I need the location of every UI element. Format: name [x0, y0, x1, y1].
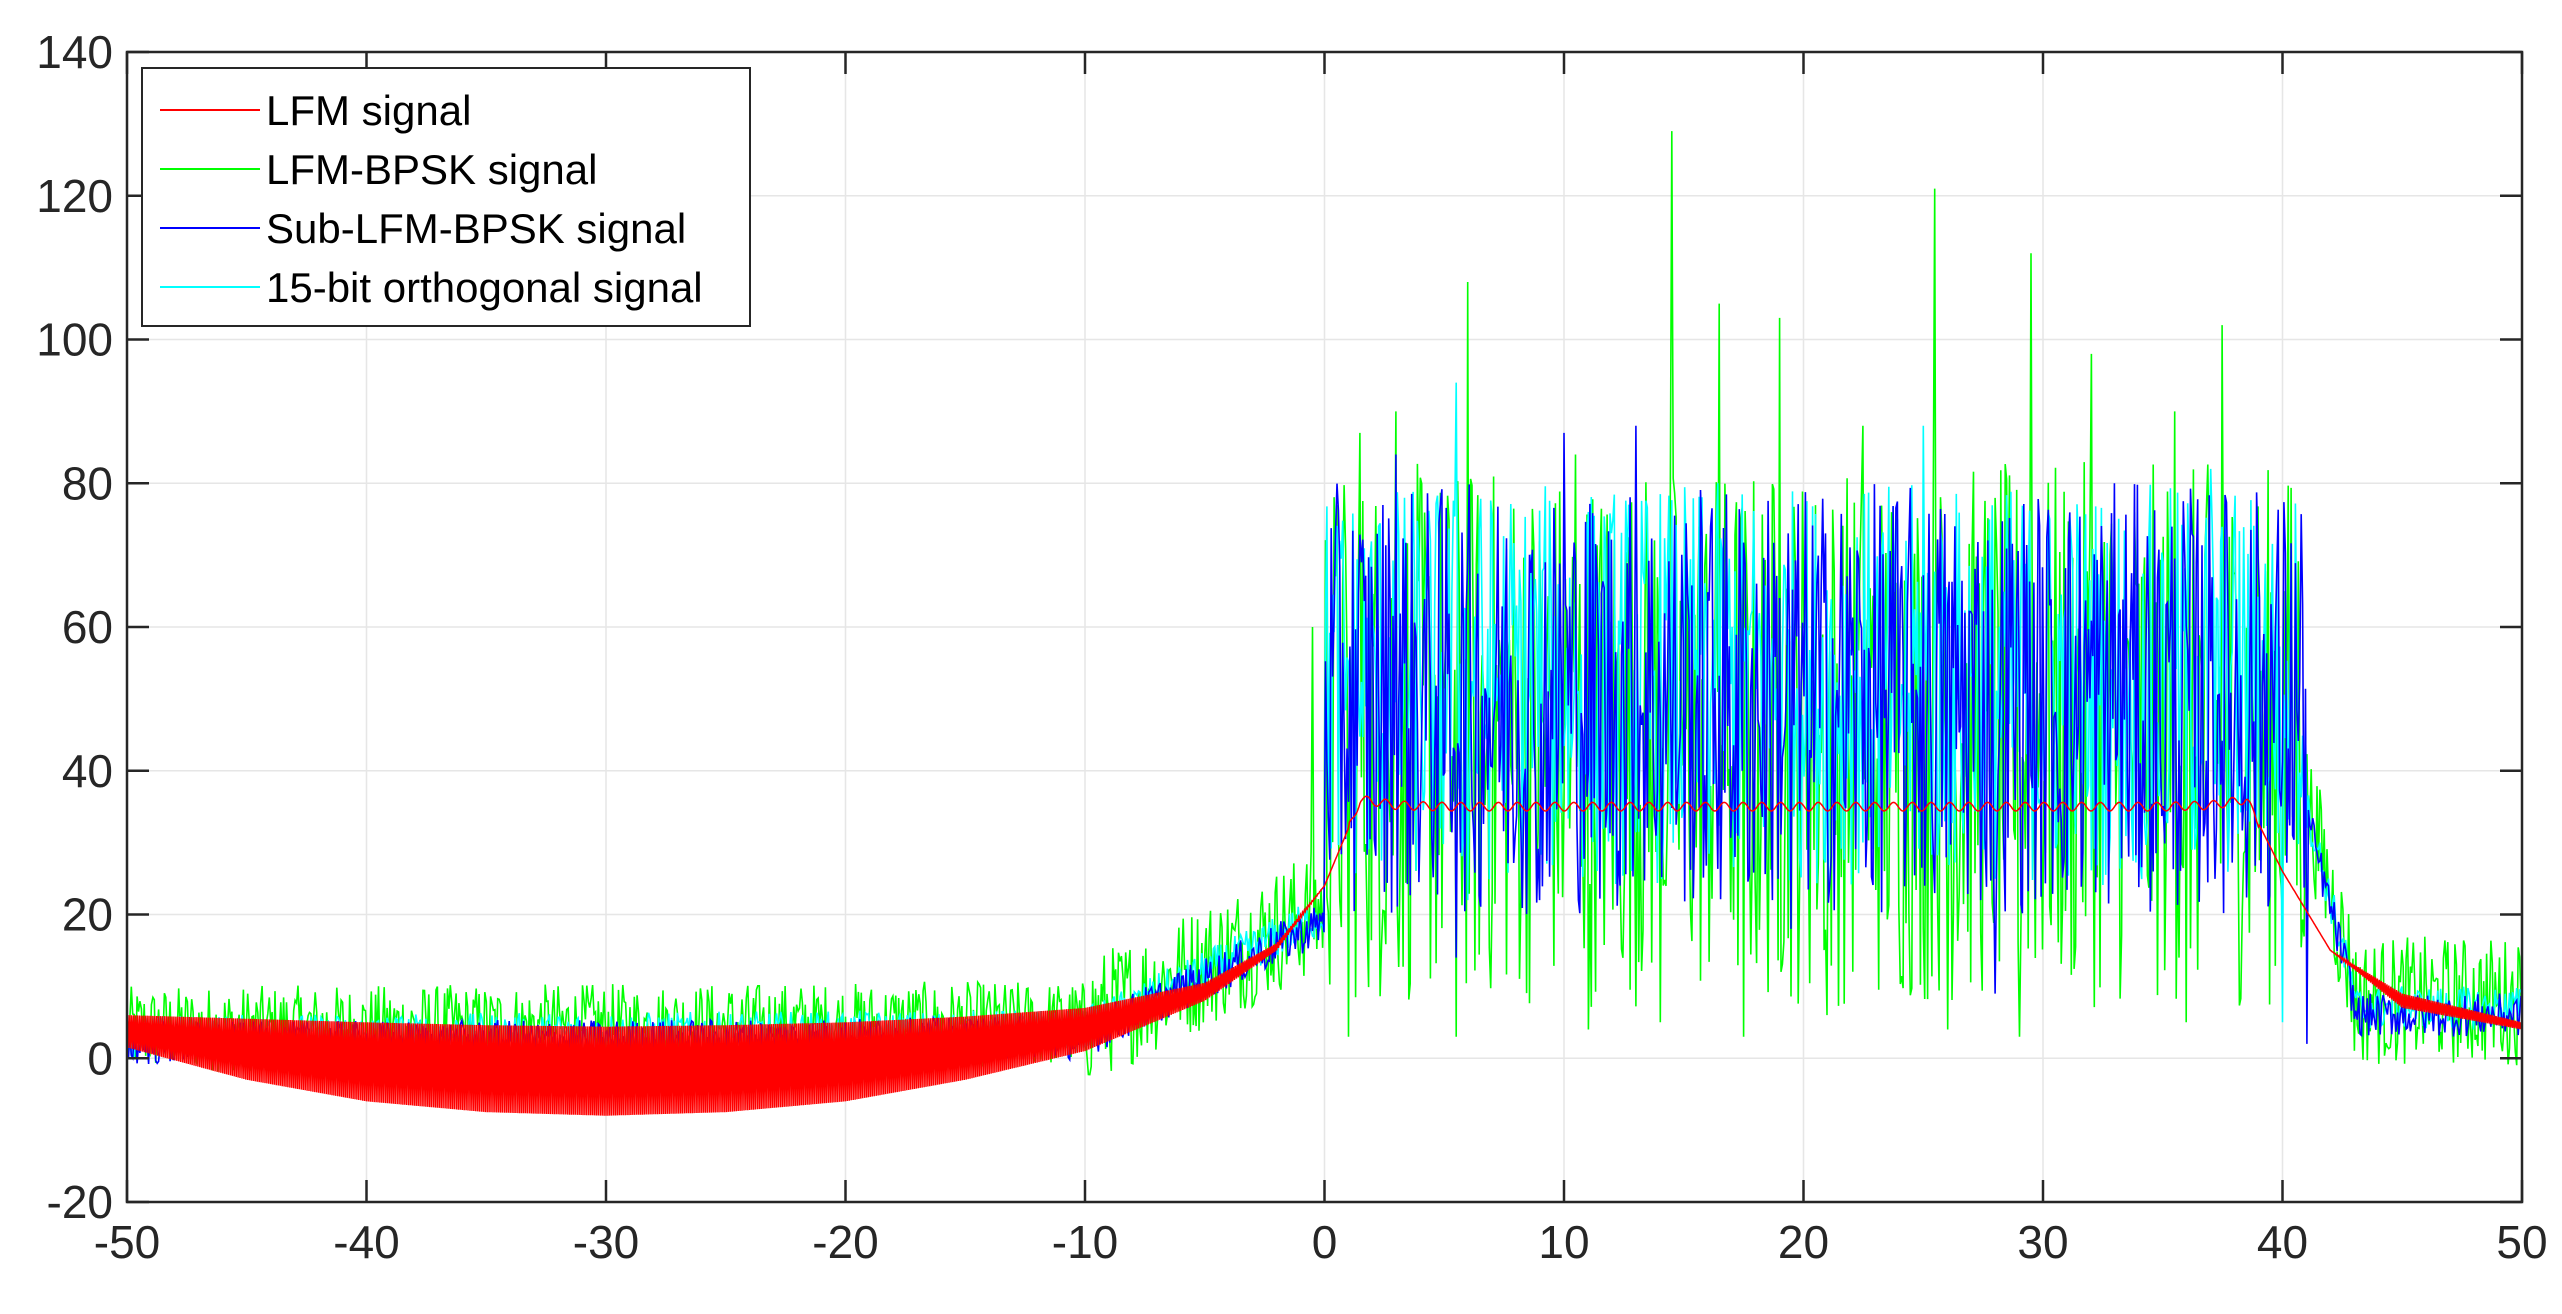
legend-label: LFM signal [266, 87, 471, 134]
y-tick-label: 80 [62, 457, 113, 509]
legend-label: LFM-BPSK signal [266, 146, 597, 193]
series-layer [126, 131, 2523, 1116]
series-lfm-line [126, 795, 2523, 1116]
y-tick-label: 20 [62, 889, 113, 941]
x-tick-label: -50 [94, 1216, 160, 1268]
x-tick-label: -10 [1052, 1216, 1118, 1268]
x-tick-label: 0 [1312, 1216, 1338, 1268]
y-tick-label: 60 [62, 601, 113, 653]
legend: LFM signal LFM-BPSK signal Sub-LFM-BPSK si… [141, 67, 751, 327]
legend-label: Sub-LFM-BPSK signal [266, 205, 686, 252]
x-tick-label: 30 [2017, 1216, 2068, 1268]
y-tick-label: 100 [36, 314, 113, 366]
x-tick-label: -40 [333, 1216, 399, 1268]
y-tick-label: 0 [87, 1032, 113, 1084]
x-tick-label: -30 [573, 1216, 639, 1268]
y-tick-label: 40 [62, 745, 113, 797]
legend-label: 15-bit orthogonal signal [266, 264, 703, 311]
y-tick-label: -20 [47, 1176, 113, 1228]
y-tick-label: 140 [36, 26, 113, 78]
x-tick-label: 10 [1538, 1216, 1589, 1268]
x-tick-label: 20 [1778, 1216, 1829, 1268]
x-tick-label: 40 [2257, 1216, 2308, 1268]
x-tick-label: 50 [2496, 1216, 2547, 1268]
x-tick-label: -20 [812, 1216, 878, 1268]
y-tick-label: 120 [36, 170, 113, 222]
